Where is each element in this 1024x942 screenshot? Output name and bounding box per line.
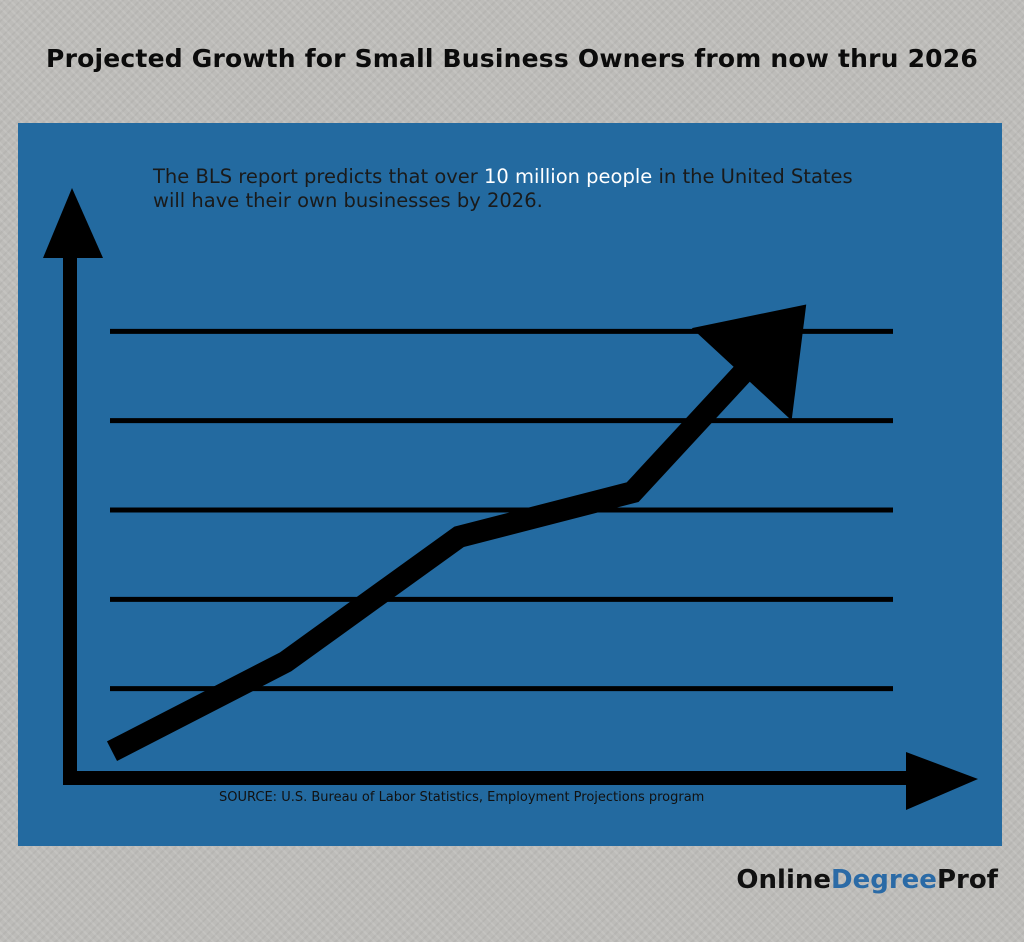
x-axis: [63, 752, 978, 810]
source-note: SOURCE: U.S. Bureau of Labor Statistics,…: [219, 790, 705, 805]
trend-series: [106, 304, 807, 761]
caption-text-after: in the United States will have their own…: [153, 165, 853, 212]
brand-logo: OnlineDegreeProf: [736, 865, 998, 895]
y-axis: [43, 188, 103, 785]
caption-text-before: The BLS report predicts that over: [153, 165, 485, 188]
brand-part-online: Online: [736, 865, 832, 895]
brand-part-degree: Degree: [831, 865, 937, 895]
page-title: Projected Growth for Small Business Owne…: [46, 44, 978, 73]
brand-part-prof: Prof: [936, 865, 998, 895]
series-arrowhead: [691, 304, 807, 421]
chart-caption: The BLS report predicts that over 10 mil…: [153, 165, 853, 213]
caption-highlight: 10 million people: [484, 165, 653, 188]
series-line: [106, 331, 783, 761]
